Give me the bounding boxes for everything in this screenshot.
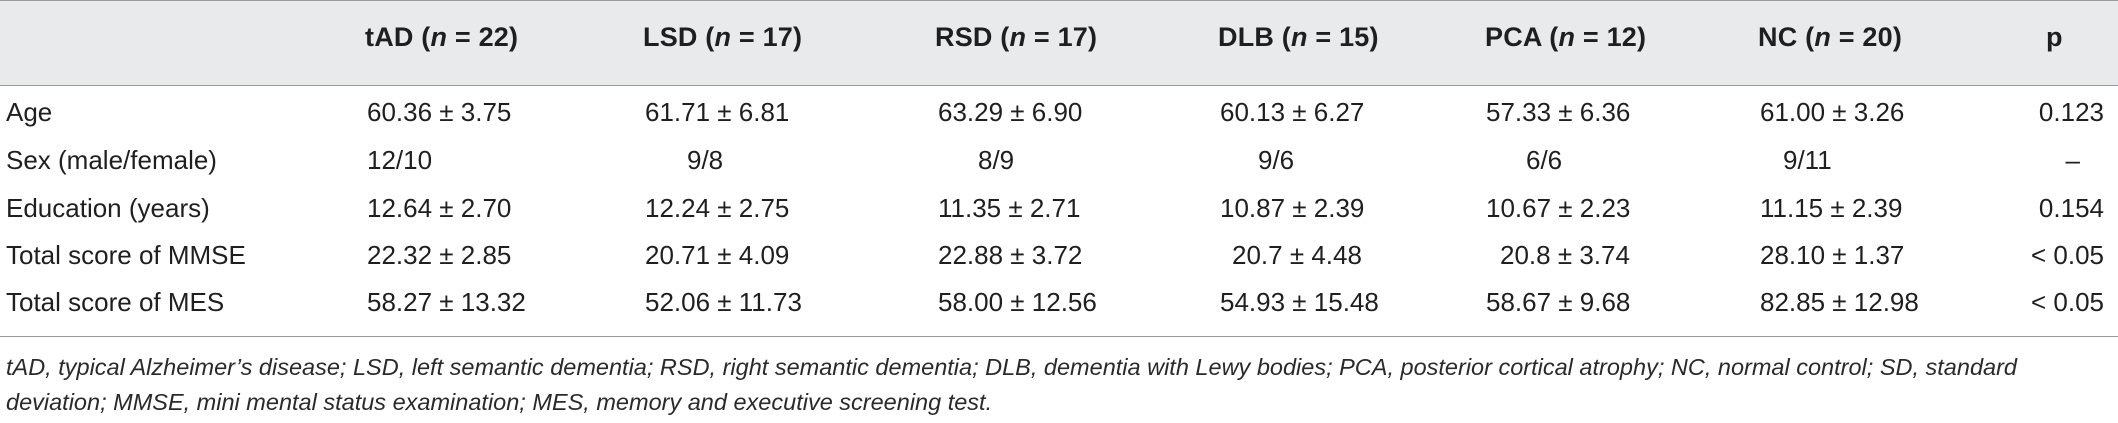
table-header-band [0, 0, 2118, 85]
row-label-mmse: Total score of MMSE [6, 240, 246, 270]
cell-age-dlb: 60.13 ± 6.27 [1220, 97, 1365, 127]
cell-education-nc: 11.15 ± 2.39 [1760, 193, 1903, 223]
header-tad: tAD (n = 22) [365, 22, 519, 52]
row-label-sex: Sex (male/female) [6, 145, 217, 175]
cell-education-pca: 10.67 ± 2.23 [1486, 193, 1631, 223]
bottom-rule [0, 336, 2118, 337]
header-rule [0, 85, 2118, 86]
cell-age-rsd: 63.29 ± 6.90 [938, 97, 1083, 127]
cell-mmse-nc: 28.10 ± 1.37 [1760, 240, 1905, 270]
cell-mes-tad: 58.27 ± 13.32 [367, 287, 526, 317]
cell-mmse-pca: 20.8 ± 3.74 [1500, 240, 1630, 270]
cell-mes-dlb: 54.93 ± 15.48 [1220, 287, 1379, 317]
row-label-mes: Total score of MES [6, 287, 225, 317]
header-lsd: LSD (n = 17) [643, 22, 803, 52]
header-p: p [2046, 22, 2063, 52]
cell-age-nc: 61.00 ± 3.26 [1760, 97, 1905, 127]
cell-mmse-dlb: 20.7 ± 4.48 [1232, 240, 1362, 270]
header-pca: PCA (n = 12) [1485, 22, 1647, 52]
cell-age-p: 0.123 [2038, 97, 2104, 127]
cell-age-lsd: 61.71 ± 6.81 [645, 97, 790, 127]
row-label-education: Education (years) [6, 193, 210, 223]
cell-mmse-tad: 22.32 ± 2.85 [367, 240, 512, 270]
cell-mes-lsd: 52.06 ± 11.73 [645, 287, 802, 317]
cell-sex-tad: 12/10 [367, 145, 433, 175]
cell-education-p: 0.154 [2038, 193, 2104, 223]
cell-education-dlb: 10.87 ± 2.39 [1220, 193, 1365, 223]
cell-age-pca: 57.33 ± 6.36 [1486, 97, 1631, 127]
row-label-age: Age [6, 97, 53, 127]
cell-sex-nc: 9/11 [1783, 145, 1832, 175]
table-footnote: tAD, typical Alzheimer’s disease; LSD, l… [6, 354, 2017, 415]
cell-mmse-lsd: 20.71 ± 4.09 [645, 240, 790, 270]
cell-sex-rsd: 8/9 [978, 145, 1015, 175]
top-rule [0, 0, 2118, 1]
cell-sex-lsd: 9/8 [687, 145, 724, 175]
cell-education-tad: 12.64 ± 2.70 [367, 193, 512, 223]
header-rsd: RSD (n = 17) [935, 22, 1098, 52]
cell-mes-nc: 82.85 ± 12.98 [1760, 287, 1919, 317]
cell-age-tad: 60.36 ± 3.75 [367, 97, 512, 127]
cell-mmse-rsd: 22.88 ± 3.72 [938, 240, 1083, 270]
cell-mes-pca: 58.67 ± 9.68 [1486, 287, 1631, 317]
header-nc: NC (n = 20) [1758, 22, 1903, 52]
cell-education-rsd: 11.35 ± 2.71 [938, 193, 1081, 223]
cell-mes-p: < 0.05 [2030, 287, 2104, 317]
cell-mmse-p: < 0.05 [2030, 240, 2104, 270]
cell-sex-pca: 6/6 [1526, 145, 1563, 175]
cell-sex-dlb: 9/6 [1258, 145, 1295, 175]
header-dlb: DLB (n = 15) [1218, 22, 1379, 52]
cell-education-lsd: 12.24 ± 2.75 [645, 193, 790, 223]
cell-mes-rsd: 58.00 ± 12.56 [938, 287, 1097, 317]
cell-sex-p: – [2065, 145, 2080, 175]
